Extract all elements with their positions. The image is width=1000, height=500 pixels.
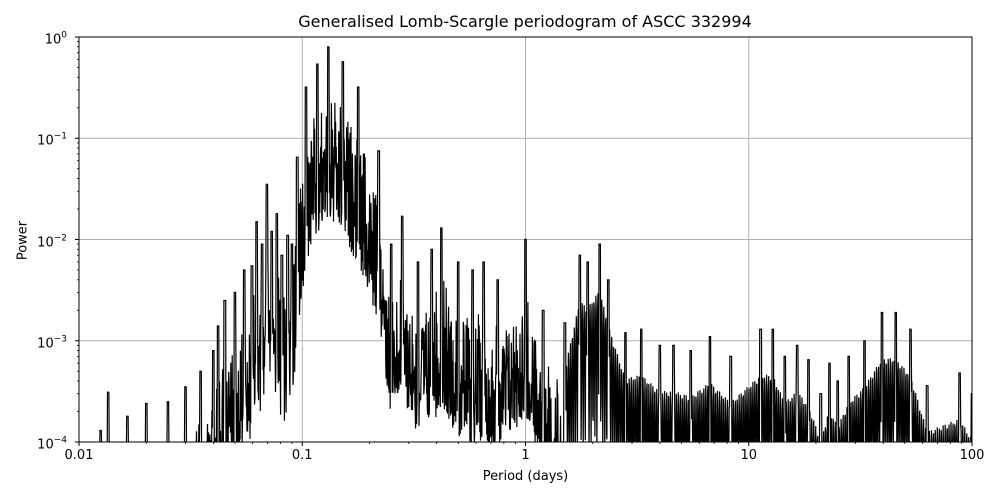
- y-tick-label: 10−2: [37, 233, 67, 250]
- chart-title: Generalised Lomb-Scargle periodogram of …: [298, 12, 752, 31]
- y-tick-label: 10−1: [37, 131, 67, 149]
- x-tick-label: 10: [740, 448, 758, 463]
- y-tick-label: 100: [44, 30, 67, 48]
- x-tick-label: 0.01: [64, 448, 94, 463]
- x-tick-label: 1: [521, 448, 530, 463]
- y-tick-label: 10−3: [37, 334, 67, 352]
- y-axis-label: Power: [15, 220, 31, 261]
- x-tick-label: 100: [959, 448, 985, 463]
- periodogram-curve: [99, 46, 972, 442]
- x-tick-label: 0.1: [291, 448, 313, 463]
- axis-ticks: [75, 36, 973, 446]
- x-axis-label: Period (days): [482, 469, 569, 484]
- y-tick-label: 10−4: [37, 435, 67, 453]
